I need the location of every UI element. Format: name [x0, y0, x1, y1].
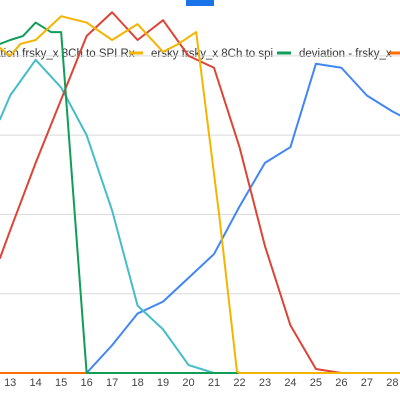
x-tick-label: 28 [386, 377, 398, 389]
top-marker-icon [186, 0, 214, 6]
x-tick-label: 23 [259, 377, 271, 389]
legend-label: ation frsky_x 8Ch to SPI Rx [0, 48, 135, 60]
legend-label: ersky frsky_x 8Ch to spi [151, 48, 273, 60]
x-axis-ticks: 13 14 15 16 17 18 19 20 21 22 23 24 25 26 27 28 [4, 377, 398, 389]
x-tick-label: 22 [233, 377, 245, 389]
legend-label: deviation - frsky_x [299, 48, 392, 60]
series-line-1 [0, 15, 400, 374]
x-tick-label: 17 [106, 377, 118, 389]
series-line-0 [85, 62, 400, 374]
x-tick-label: 26 [335, 377, 347, 389]
x-tick-label: 27 [361, 377, 373, 389]
x-tick-label: 24 [284, 377, 296, 389]
x-tick-label: 21 [208, 377, 220, 389]
x-tick-label: 14 [30, 377, 42, 389]
x-tick-label: 19 [157, 377, 169, 389]
x-tick-label: 15 [55, 377, 67, 389]
series-lines [0, 11, 400, 374]
x-tick-label: 20 [182, 377, 194, 389]
legend: ation frsky_x 8Ch to SPI Rx ersky frsky_x… [0, 48, 400, 60]
x-tick-label: 13 [4, 377, 16, 389]
x-tick-label: 18 [131, 377, 143, 389]
x-tick-label: 25 [310, 377, 322, 389]
x-tick-label: 16 [80, 377, 92, 389]
